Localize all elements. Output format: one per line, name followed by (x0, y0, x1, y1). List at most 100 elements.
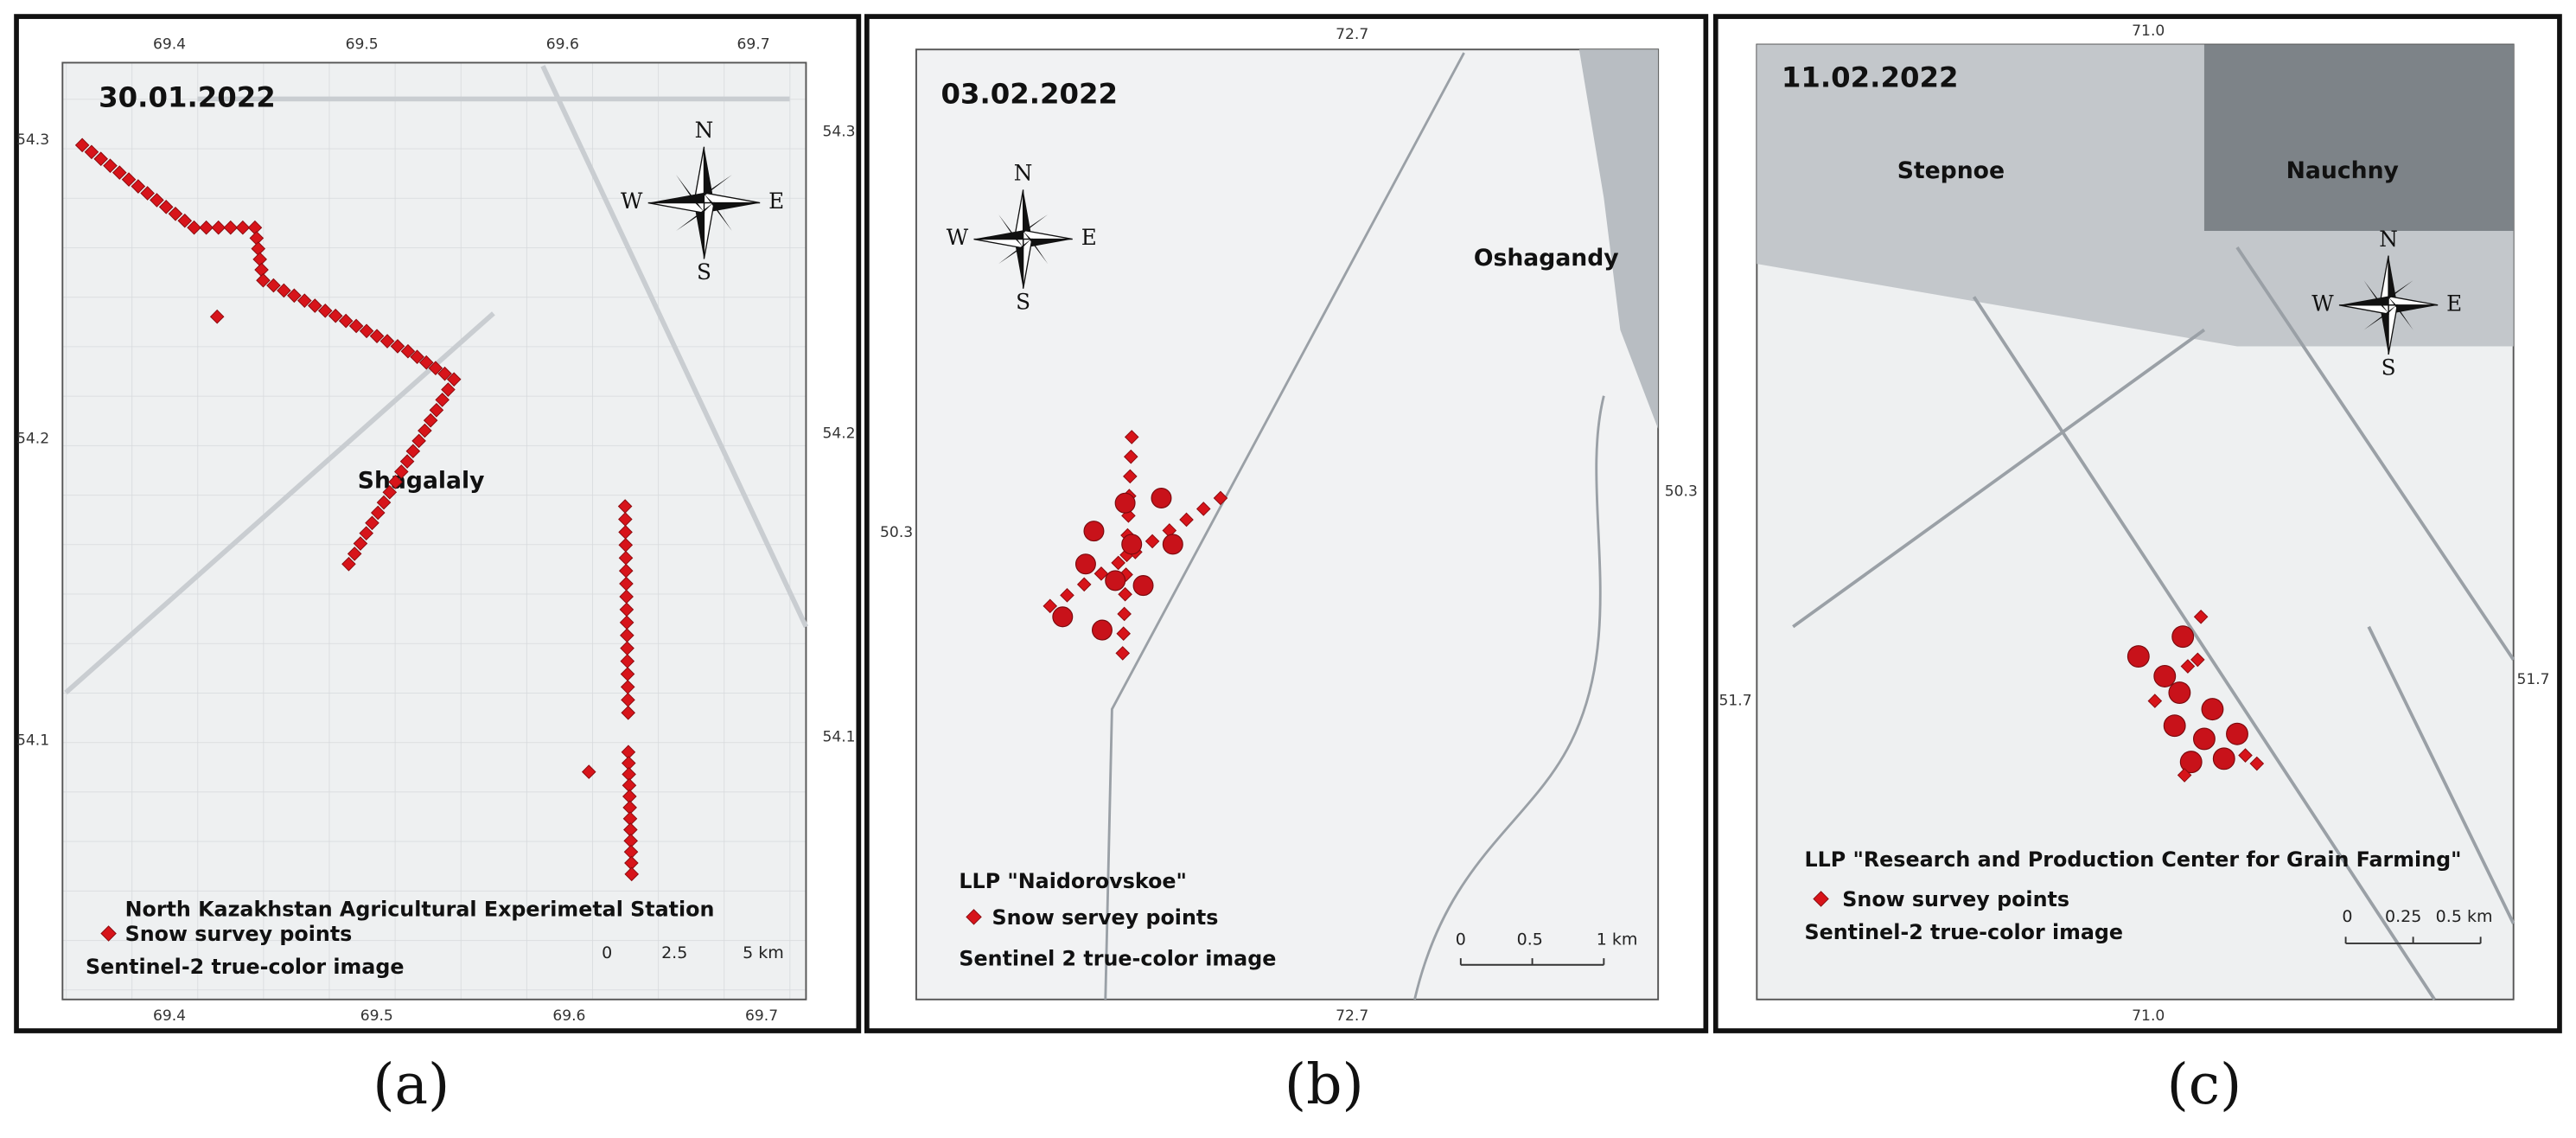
survey-point (307, 298, 322, 313)
compass-n: N (1014, 161, 1033, 186)
survey-point (140, 186, 155, 201)
survey-point (347, 547, 362, 561)
compass-w: W (621, 189, 643, 214)
survey-point (390, 339, 405, 354)
survey-point (1116, 626, 1131, 642)
compass-e: E (2446, 291, 2462, 316)
survey-point (1196, 502, 1211, 516)
survey-point (341, 556, 356, 572)
map-feature (64, 65, 809, 695)
survey-point (266, 278, 281, 293)
survey-point (1117, 606, 1132, 622)
survey-point (2177, 768, 2192, 783)
legend-symbol (100, 925, 117, 942)
survey-point (1123, 449, 1138, 464)
scale-label: 5 km (743, 943, 784, 962)
compass-rose (703, 201, 715, 259)
survey-point (150, 193, 164, 208)
scale-label: 0 (1456, 930, 1466, 949)
place-name: Oshagandy (1474, 245, 1619, 272)
compass-rose (647, 201, 705, 214)
survey-point (209, 309, 225, 324)
legend-points: Snow survey points (125, 922, 353, 946)
compass-n: N (2379, 227, 2398, 252)
legend-symbol (966, 909, 982, 925)
survey-point (2226, 722, 2248, 745)
scale-label: 0 (602, 943, 612, 962)
survey-point (211, 220, 226, 235)
coordinate-label: 54.2 (822, 425, 855, 443)
survey-point (121, 172, 137, 187)
survey-point (2193, 610, 2209, 624)
survey-point (1123, 469, 1138, 484)
survey-point (2179, 751, 2203, 774)
survey-point (2126, 645, 2150, 668)
date: 03.02.2022 (940, 78, 1118, 111)
compass-rose (973, 238, 1024, 249)
legend-site: LLP "Naidorovskoe" (959, 869, 1187, 893)
coordinate-label: 69.5 (360, 1007, 393, 1025)
coordinate-label: 69.4 (153, 35, 186, 53)
coordinate-label: 54.3 (822, 124, 855, 141)
coordinate-label: 51.7 (1719, 693, 1752, 710)
map-feature (1578, 49, 1659, 429)
annotations: 30.01.2022 Shagalaly N S E W North Kazakhstan … (16, 22, 2550, 1117)
survey-point (1115, 646, 1131, 661)
survey-point (446, 372, 462, 387)
survey-point (177, 213, 193, 228)
survey-point (1132, 575, 1154, 597)
survey-point (1118, 586, 1132, 602)
compass-rose (2388, 304, 2399, 355)
survey-point (581, 764, 596, 779)
scale-label: 0.5 km (2436, 907, 2493, 926)
survey-point (338, 313, 354, 329)
legend-points: Snow servey points (992, 905, 1218, 930)
scale-label: 2.5 (661, 943, 687, 962)
coordinate-label: 50.3 (1665, 483, 1698, 500)
legend-imagery: Sentinel-2 true-color image (1805, 920, 2124, 944)
survey-point (428, 361, 443, 376)
legend-imagery: Sentinel-2 true-color image (86, 955, 405, 979)
compass-w: W (2311, 291, 2334, 316)
compass-rose (695, 175, 732, 203)
survey-point (103, 158, 118, 173)
compass-e: E (768, 189, 784, 214)
survey-point (2180, 659, 2196, 674)
map-feature (1104, 52, 1605, 1001)
survey-point (359, 526, 374, 540)
scale-label: 0.25 (2385, 907, 2421, 926)
survey-point (1076, 577, 1092, 592)
survey-point (353, 536, 368, 551)
survey-point (1213, 490, 1228, 506)
compass-rose (2363, 304, 2397, 330)
scale-label: 0.5 (1517, 930, 1543, 949)
compass-rose (647, 192, 705, 203)
survey-point (168, 207, 183, 221)
coordinate-label: 72.7 (1336, 1007, 1368, 1025)
survey-point (376, 495, 392, 510)
survey-point (388, 475, 403, 489)
survey-point (369, 329, 385, 343)
survey-point (429, 402, 444, 418)
compass-rose (1023, 239, 1073, 248)
compass-rose (1022, 238, 1033, 289)
compass-e: E (1081, 225, 1097, 250)
survey-point (93, 151, 108, 167)
survey-point (435, 393, 450, 407)
survey-point (2153, 665, 2177, 687)
survey-point (1094, 566, 1109, 581)
survey-point (399, 454, 415, 469)
compass-rose (2338, 304, 2389, 315)
coordinate-label: 51.7 (2516, 671, 2549, 688)
survey-point (2238, 748, 2253, 763)
survey-point (348, 318, 364, 334)
survey-point (2163, 714, 2186, 738)
legend-site: LLP "Research and Production Center for … (1805, 847, 2462, 872)
coordinate-label: 50.3 (880, 524, 913, 541)
map-feature (1792, 246, 2515, 1001)
compass-s: S (1016, 289, 1030, 314)
survey-point (379, 334, 395, 348)
survey-point (187, 220, 201, 235)
